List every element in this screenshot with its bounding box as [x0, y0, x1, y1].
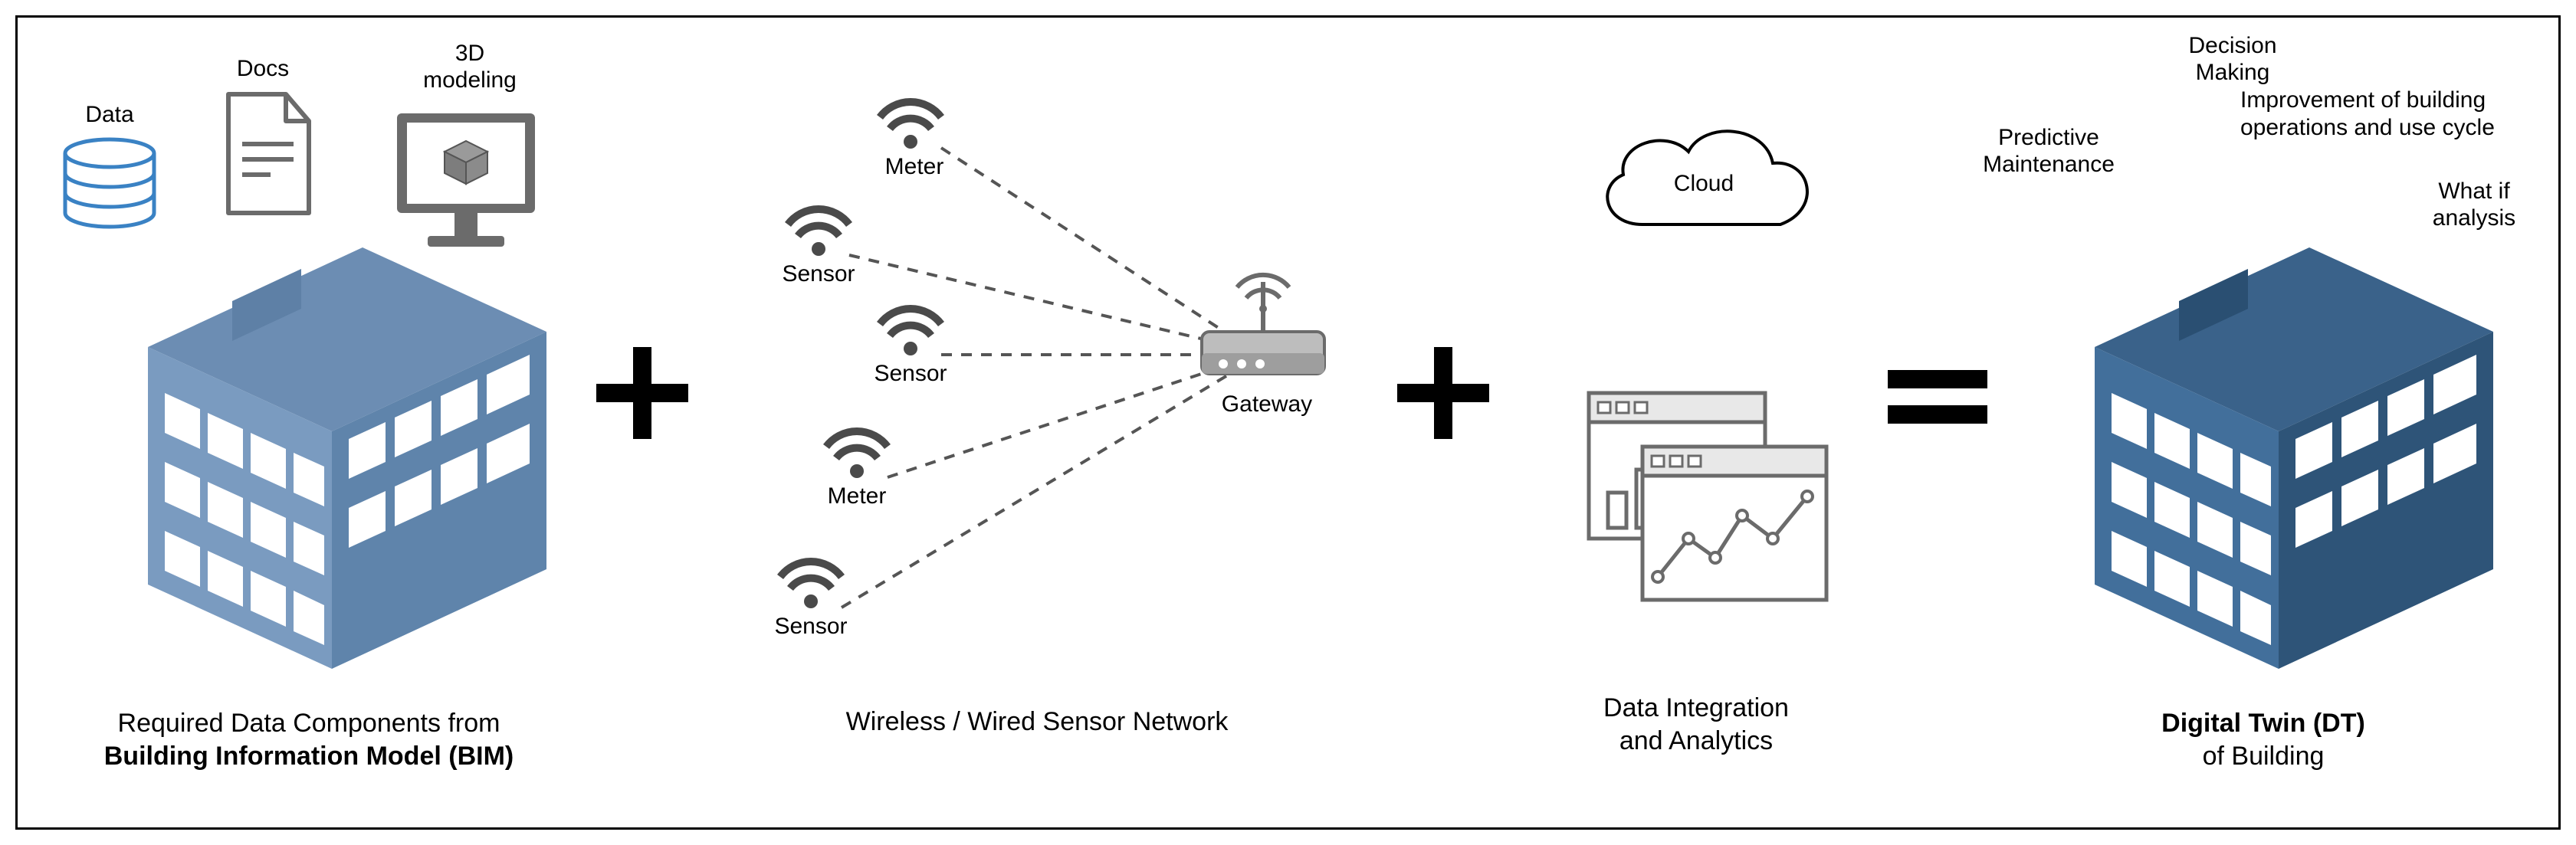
analytics-icon	[1581, 385, 1834, 608]
document-icon	[217, 90, 317, 221]
caption-analytics-l2: and Analytics	[1619, 726, 1773, 755]
building-light-icon	[33, 217, 585, 692]
caption-analytics-l1: Data Integration	[1603, 693, 1789, 722]
caption-dt: Digital Twin (DT) of Building	[2064, 707, 2463, 772]
caption-network: Wireless / Wired Sensor Network	[769, 707, 1305, 737]
label-improvement-l2: operations and use cycle	[2240, 115, 2495, 140]
wifi-icon	[876, 301, 945, 355]
wifi-icon	[822, 424, 891, 477]
label-decision: Decision Making	[2141, 33, 2325, 86]
plus-icon	[596, 347, 688, 439]
label-n1: Meter	[861, 154, 968, 180]
caption-bim-l1: Required Data Components from	[118, 709, 500, 738]
label-n5: Sensor	[753, 614, 868, 640]
section-network: Meter Sensor Sensor Meter Sensor	[707, 48, 1374, 768]
label-modeling-l1: 3D	[455, 41, 484, 66]
label-n4: Meter	[803, 483, 911, 509]
caption-bim-l2: Building Information Model (BIM)	[104, 742, 514, 771]
label-predictive-l1: Predictive	[1998, 125, 2099, 150]
label-cloud: Cloud	[1642, 171, 1765, 197]
plus-icon	[1397, 347, 1489, 439]
caption-dt-l2: of Building	[2203, 742, 2325, 771]
caption-bim: Required Data Components from Building I…	[41, 707, 577, 772]
section-bim: Data Docs 3D modeling	[41, 33, 592, 768]
wifi-icon	[776, 554, 845, 608]
label-modeling-l2: modeling	[423, 67, 517, 93]
label-n3: Sensor	[853, 361, 968, 387]
diagram-frame: Data Docs 3D modeling	[15, 15, 2561, 830]
section-analytics: Cloud	[1512, 94, 1880, 768]
label-gateway: Gateway	[1198, 391, 1336, 418]
gateway-icon	[1186, 270, 1340, 401]
label-improvement: Improvement of building operations and u…	[2240, 87, 2576, 142]
label-improvement-l1: Improvement of building	[2240, 87, 2486, 113]
wifi-icon	[876, 94, 945, 148]
label-predictive: Predictive Maintenance	[1949, 125, 2148, 178]
building-dark-icon	[1980, 217, 2532, 692]
caption-dt-l1: Digital Twin (DT)	[2161, 709, 2365, 738]
label-modeling: 3D modeling	[378, 41, 562, 93]
label-decision-l1: Decision	[2188, 33, 2276, 58]
plus-1	[596, 347, 688, 439]
caption-analytics: Data Integration and Analytics	[1543, 692, 1849, 757]
label-predictive-l2: Maintenance	[1983, 152, 2115, 177]
label-decision-l2: Making	[2196, 60, 2270, 85]
label-data: Data	[56, 102, 163, 128]
section-dt: Decision Making Predictive Maintenance I…	[1949, 25, 2555, 768]
plus-2	[1397, 347, 1489, 439]
label-whatif-l1: What if	[2438, 178, 2509, 204]
wifi-icon	[784, 201, 853, 255]
label-docs: Docs	[209, 56, 317, 82]
label-n2: Sensor	[761, 261, 876, 287]
